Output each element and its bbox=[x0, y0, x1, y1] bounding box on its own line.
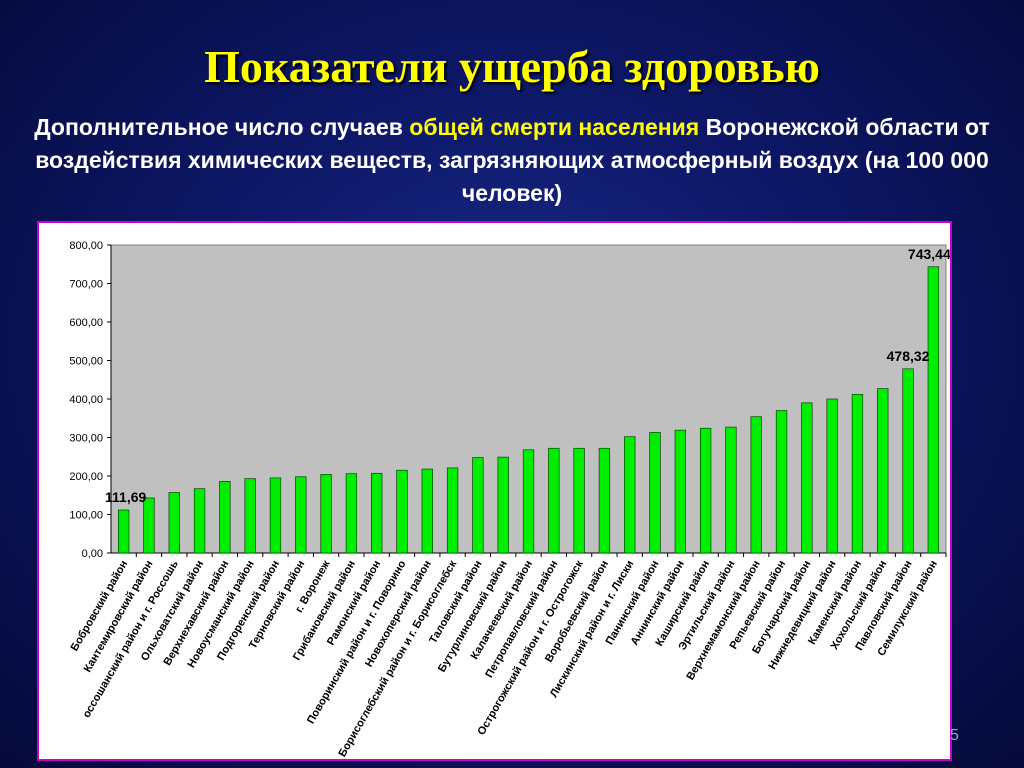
page-number: 5 bbox=[950, 727, 959, 744]
bar bbox=[345, 473, 358, 554]
y-tick-label: 400,00 bbox=[69, 394, 103, 406]
subtitle-text-start: Дополнительное число случаев bbox=[34, 114, 410, 140]
bar bbox=[548, 447, 560, 554]
bar bbox=[117, 509, 130, 554]
bar bbox=[699, 427, 712, 554]
bar bbox=[573, 447, 585, 554]
y-tick-label: 200,00 bbox=[69, 471, 103, 483]
bar bbox=[168, 492, 180, 554]
bar bbox=[522, 449, 535, 554]
y-tick-label: 500,00 bbox=[69, 356, 103, 368]
data-label: 111,69 bbox=[105, 489, 146, 505]
bar bbox=[649, 432, 661, 554]
bar bbox=[750, 416, 762, 554]
slide-subtitle: Дополнительное число случаев общей смерт… bbox=[30, 111, 994, 210]
bar bbox=[269, 477, 282, 554]
bar bbox=[371, 472, 383, 554]
bar bbox=[826, 398, 838, 554]
bar bbox=[396, 469, 408, 554]
bar bbox=[421, 468, 433, 554]
y-tick-label: 100,00 bbox=[69, 510, 103, 522]
data-label: 478,32 bbox=[887, 348, 930, 364]
bar bbox=[295, 476, 307, 554]
bar bbox=[244, 478, 256, 554]
bar bbox=[193, 488, 206, 554]
subtitle-highlight: общей смерти населения bbox=[409, 114, 700, 140]
bar bbox=[902, 368, 914, 554]
bar-chart: 0,00 100,00 200,00 300,00 400,00 500,00 600,00… bbox=[69, 240, 950, 759]
bar bbox=[497, 456, 509, 554]
bar bbox=[877, 388, 889, 554]
bar bbox=[472, 457, 484, 554]
slide-title: Показатели ущерба здоровью bbox=[204, 41, 820, 92]
chart-frame: 0,00 100,00 200,00 300,00 400,00 500,00 600,00… bbox=[37, 221, 952, 761]
y-tick-label: 0,00 bbox=[82, 548, 103, 560]
y-tick-label: 600,00 bbox=[69, 317, 103, 329]
subtitle-text-end: Воронежской области от воздействия химич… bbox=[35, 114, 990, 206]
bar bbox=[598, 447, 611, 554]
bar bbox=[624, 436, 636, 554]
bar bbox=[674, 429, 686, 554]
bar bbox=[725, 426, 737, 554]
bar bbox=[143, 497, 155, 554]
y-tick-label: 300,00 bbox=[69, 433, 103, 445]
bar bbox=[801, 402, 813, 554]
y-tick-label: 700,00 bbox=[69, 279, 103, 291]
bar bbox=[851, 394, 864, 554]
bar bbox=[446, 467, 459, 554]
y-tick-label: 800,00 bbox=[69, 240, 103, 252]
bar bbox=[219, 481, 231, 554]
bar bbox=[320, 474, 332, 554]
bar bbox=[927, 266, 940, 554]
bar bbox=[775, 410, 788, 554]
data-label: 743,44 bbox=[908, 246, 950, 262]
